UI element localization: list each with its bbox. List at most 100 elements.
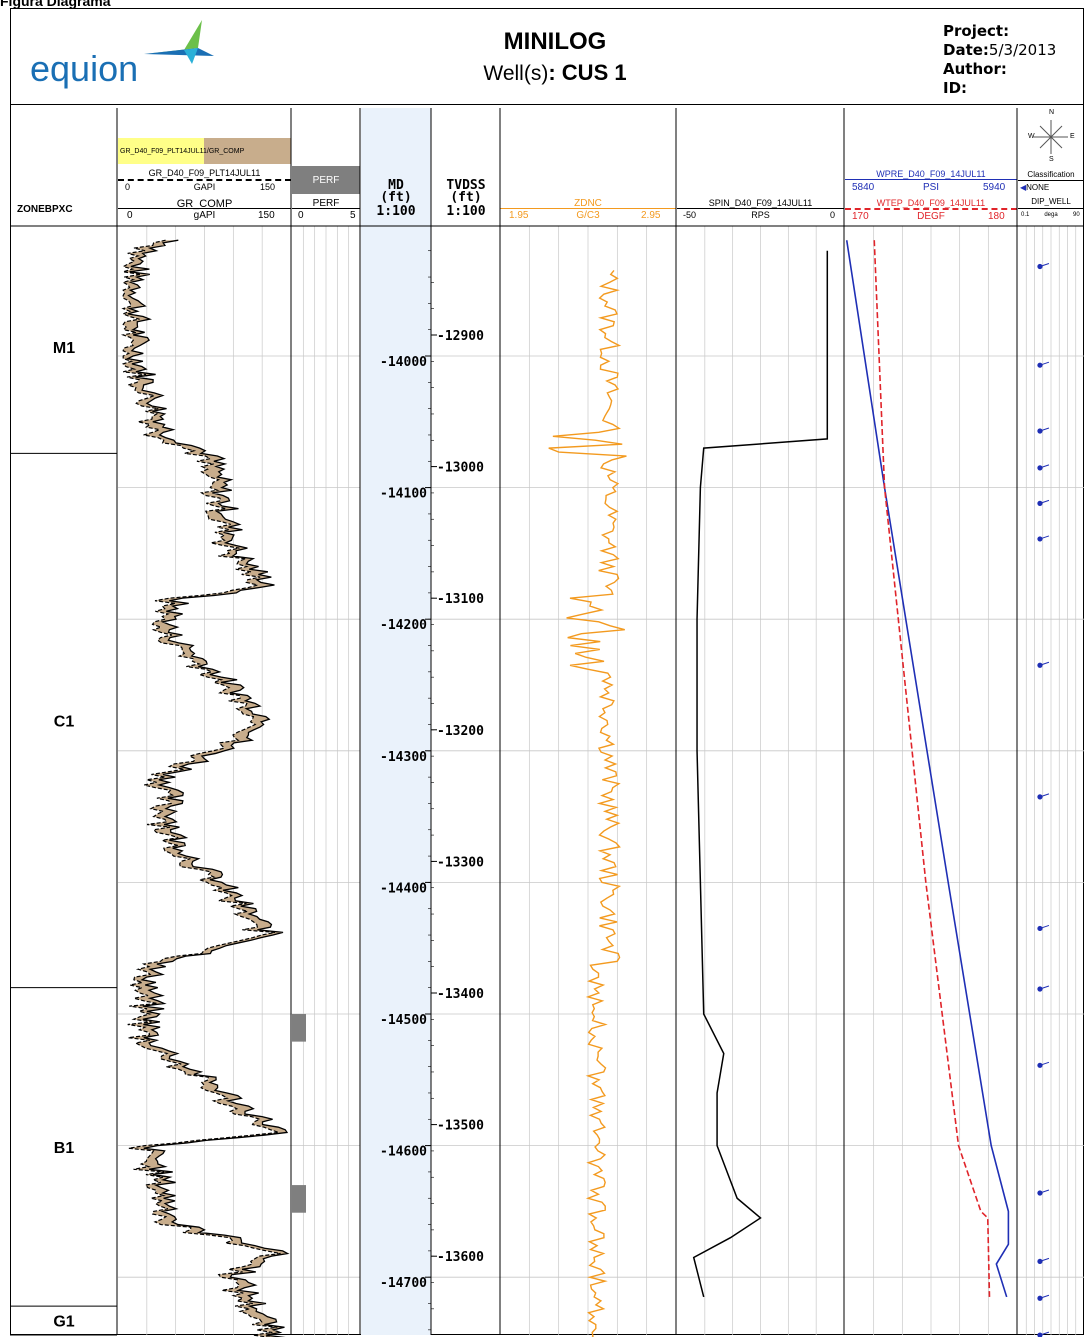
wpre-max: 5940 (983, 182, 1006, 193)
tvdss-scale: 1:100 (446, 204, 486, 219)
gr-fill-legend-low (118, 138, 204, 164)
dip-track (1037, 263, 1050, 1337)
dip-tail (1039, 361, 1050, 366)
md-header: MD (ft) 1:100 (361, 178, 431, 219)
tvdss-unit: (ft) (450, 190, 482, 205)
perf-header-line (292, 208, 360, 209)
zone-label: M1 (53, 340, 75, 357)
perf-track-name: PERF (312, 198, 340, 209)
md-label: MD (388, 178, 404, 193)
date-label: Date (943, 41, 983, 59)
page-title: MINILOG (503, 28, 607, 55)
project-label: Project (943, 22, 1004, 40)
logo-bird-icon (144, 20, 214, 64)
dip-classification: Classification (1027, 170, 1075, 179)
md-unit: (ft) (380, 190, 412, 205)
spin-min: -50 (683, 210, 697, 220)
gr-curve2-line (125, 239, 290, 1337)
md-track-bg (361, 108, 431, 1335)
dip-min: 0.1 (1021, 212, 1030, 218)
compass-w: W (1028, 133, 1035, 140)
md-depth-axis: -14000 -14100 -14200 -14300 -14400 -14500 -146… (380, 250, 431, 1331)
spin-unit: RPS (751, 210, 770, 220)
compass-n: N (1049, 109, 1055, 116)
gr-curve2-max: 150 (258, 210, 275, 221)
logo-text: equion (30, 48, 139, 89)
well-label: Well(s) (483, 62, 549, 85)
compass-s: S (1049, 156, 1054, 163)
perf-track (292, 1014, 306, 1213)
dip-tail (1039, 427, 1050, 432)
tvdss-depth-axis: -12900 -13000 -13100 -13200 -13300 -13400 -135… (431, 282, 484, 1310)
wtep-header-line (845, 208, 1017, 210)
gr-curve2-name: GR_COMP (176, 198, 233, 210)
gr-curve1-unit: GAPI (193, 182, 216, 192)
md-tick-label: -14200 (380, 618, 427, 633)
zone-track: M1 C1 B1 G1 (10, 340, 117, 1336)
wpre-header-line (845, 179, 1017, 180)
perf-max: 5 (350, 210, 356, 221)
zone-label: B1 (54, 1140, 75, 1157)
wtep-unit: DEGF (917, 211, 945, 222)
partial-top-caption: Figura Diagrama (0, 0, 111, 9)
dip-tail (1039, 464, 1050, 469)
zdnc-max: 2.95 (641, 210, 661, 221)
tvdss-header: TVDSS (ft) 1:100 (431, 179, 501, 219)
dip-point (1037, 925, 1043, 932)
md-tick-label: -14000 (380, 355, 427, 370)
dip-class-line (1018, 180, 1084, 181)
dip-tail (1039, 924, 1050, 929)
gr-curve1-line (118, 179, 291, 181)
spin-max: 0 (830, 210, 836, 220)
compass-rose: N S W E (1018, 108, 1084, 178)
dip-max: 90 (1073, 212, 1080, 218)
md-scale: 1:100 (376, 204, 416, 219)
well-name: CUS 1 (561, 60, 627, 85)
wtep-curve (873, 240, 991, 1297)
dip-tail (1039, 1257, 1050, 1262)
wtep-name: WTEP_D40_F09_14JUL11 (876, 198, 986, 208)
gr-fill-legend: GR_D40_F09_PLT14JUL11/GR_COMP (118, 138, 291, 164)
dip-tail (1039, 535, 1050, 540)
compass-e: E (1070, 133, 1075, 140)
md-tick-label: -14600 (380, 1145, 427, 1160)
wpre-unit: PSI (922, 182, 940, 193)
md-tick-label: -14700 (380, 1276, 427, 1291)
zdnc-min: 1.95 (509, 210, 529, 221)
md-tick-label: -14500 (380, 1013, 427, 1028)
tvdss-tick-label: -13300 (437, 855, 484, 870)
id-label: ID (943, 79, 962, 97)
perforation-interval (292, 1014, 306, 1042)
tvdss-tick-label: -13500 (437, 1119, 484, 1134)
spin-track (692, 250, 829, 1298)
date-value: 5/3/2013 (988, 41, 1057, 59)
track-borders (10, 108, 1084, 1335)
dip-tail (1039, 661, 1050, 666)
zone-label: G1 (53, 1314, 74, 1331)
md-tick-label: -14300 (380, 750, 427, 765)
dip-class-item: ◀NONE (1020, 183, 1050, 192)
dip-tail (1039, 1061, 1050, 1066)
dip-point (1037, 536, 1043, 542)
tvdss-tick-label: -13200 (437, 724, 484, 739)
zone-track-header: ZONEBPXC (17, 204, 73, 215)
spin-header-line (677, 208, 844, 209)
gr-curve2-line (118, 208, 291, 209)
spin-curve (692, 250, 829, 1298)
author-label: Author (943, 60, 1001, 78)
gr-curve1-min: 0 (125, 182, 131, 192)
dip-tail (1039, 1189, 1050, 1194)
compass-rose-icon (1034, 120, 1068, 154)
tvdss-tick-label: -12900 (437, 329, 484, 344)
wpre-curve (845, 240, 1010, 1298)
dip-class-item-label: NONE (1026, 183, 1050, 192)
wpre-min: 5840 (852, 182, 875, 193)
pressure-temperature-track (845, 240, 1010, 1298)
md-tick-label: -14100 (380, 487, 427, 502)
tvdss-tick-label: -13600 (437, 1250, 484, 1265)
md-tick-label: -14400 (380, 881, 427, 896)
gr-track (120, 239, 290, 1337)
gr-curve2-unit: gAPI (193, 210, 216, 221)
